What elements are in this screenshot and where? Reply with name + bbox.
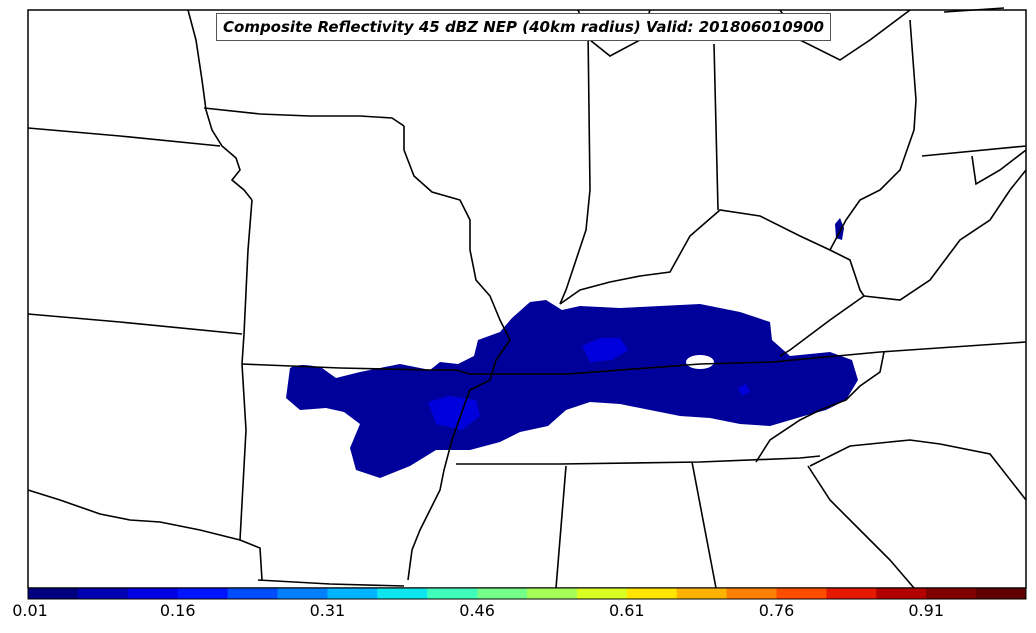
colorbar-tick-label: 0.46 xyxy=(459,601,495,620)
boundary-mississippi-river xyxy=(403,126,511,581)
colorbar-segment xyxy=(676,588,728,599)
colorbar-segment xyxy=(576,588,628,599)
boundary-va-nc-east xyxy=(971,149,1027,186)
probability-field-higher xyxy=(428,338,750,430)
colorbar-frame xyxy=(27,587,1027,600)
colorbar-segment xyxy=(477,588,528,599)
boundary-arkansas-west xyxy=(239,363,247,541)
colorbar-segment xyxy=(776,588,827,599)
probability-core-arkansas xyxy=(428,396,480,430)
colorbar-tick-label: 0.91 xyxy=(908,601,944,620)
boundary-missouri-west xyxy=(241,199,253,365)
map-title: Composite Reflectivity 45 dBZ NEP (40km … xyxy=(216,13,831,41)
boundary-nc-sc xyxy=(809,439,1027,501)
colorbar-segment xyxy=(826,588,877,599)
boundary-mississippi-river-north xyxy=(187,9,253,201)
colorbar-segment xyxy=(327,588,378,599)
colorbar-segment xyxy=(227,588,278,599)
colorbar-segment xyxy=(427,588,478,599)
colorbar-segment xyxy=(926,588,977,599)
boundary-west-virginia xyxy=(829,19,917,251)
colorbar-segment xyxy=(976,588,1027,599)
probability-field xyxy=(286,218,858,478)
probability-core-kentucky xyxy=(582,338,628,362)
boundary-kansas-missouri xyxy=(27,127,221,147)
boundary-indiana-ohio xyxy=(713,43,719,211)
boundary-ohio-river xyxy=(559,209,865,305)
colorbar-tick-label: 0.16 xyxy=(159,601,196,620)
probability-gap xyxy=(686,355,714,369)
colorbar-segment xyxy=(77,588,129,599)
colorbar-tick-label: 0.01 xyxy=(12,601,48,620)
boundary-missouri-arkansas xyxy=(241,341,1027,375)
boundary-kentucky-virginia xyxy=(779,295,865,357)
boundary-oklahoma-kansas xyxy=(27,313,243,335)
boundary-ny-pa xyxy=(943,7,1005,13)
boundary-wv-virginia xyxy=(863,169,1027,301)
colorbar-tick-label: 0.76 xyxy=(758,601,795,620)
map-frame xyxy=(27,9,1027,589)
colorbar-segment xyxy=(527,588,578,599)
colorbar-segment xyxy=(28,588,79,599)
boundary-tennessee-south xyxy=(456,455,821,465)
boundary-georgia-carolinas xyxy=(755,351,885,463)
colorbar xyxy=(28,588,1027,599)
boundary-texas-north xyxy=(27,489,263,581)
colorbar-segment xyxy=(277,588,328,599)
colorbar-segment xyxy=(876,588,927,599)
colorbar-segment xyxy=(377,588,428,599)
colorbar-tick-label: 0.61 xyxy=(608,601,645,620)
boundary-mississippi-alabama xyxy=(555,465,567,589)
boundary-georgia-sc-coast xyxy=(807,465,915,589)
boundary-louisiana-arkansas xyxy=(257,579,405,587)
state-boundaries xyxy=(27,7,1027,589)
probability-core-tennessee xyxy=(738,384,750,396)
colorbar-segment xyxy=(626,588,678,599)
boundary-alabama-georgia xyxy=(691,461,717,589)
colorbar-tick-label: 0.31 xyxy=(309,601,346,620)
colorbar-segment xyxy=(127,588,179,599)
probability-area-main xyxy=(286,300,858,478)
colorbar-segment xyxy=(726,588,777,599)
boundary-iowa-missouri xyxy=(203,107,405,127)
boundary-illinois-indiana xyxy=(559,29,591,305)
colorbar-segment xyxy=(177,588,229,599)
boundary-pennsylvania-md xyxy=(921,145,1027,157)
probability-area-west-virginia xyxy=(835,218,844,240)
